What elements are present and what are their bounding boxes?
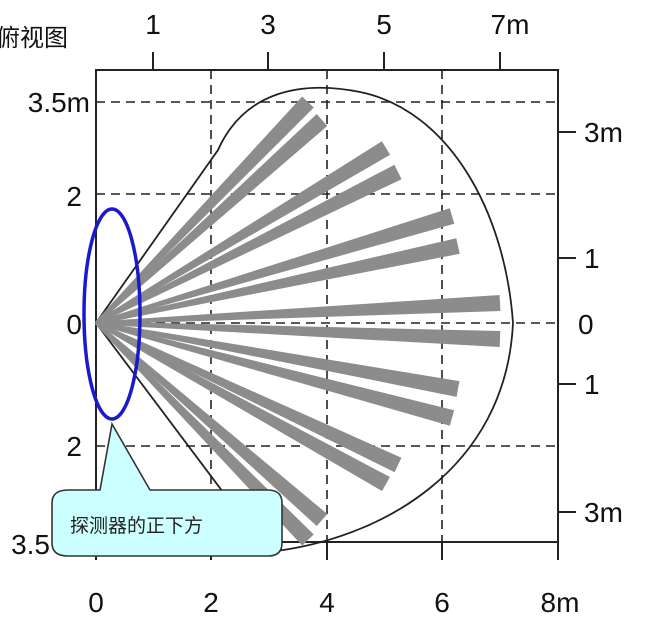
detection-beam [95, 295, 501, 325]
left-axis-label: 3.5 [11, 529, 50, 560]
bottom-axis-label: 6 [434, 587, 450, 618]
bottom-axis-label: 4 [319, 587, 335, 618]
detection-beam [95, 321, 455, 426]
right-axis-ticks [558, 131, 576, 513]
detection-beam [95, 321, 501, 347]
right-axis-label: 1 [584, 243, 600, 274]
right-axis-label: 3m [584, 117, 623, 148]
detection-beam [95, 208, 455, 325]
detection-beam [95, 141, 391, 325]
top-axis-label: 3 [260, 9, 276, 40]
detection-beam [95, 114, 328, 325]
bottom-axis-label: 0 [88, 587, 104, 618]
detection-beam [95, 321, 460, 397]
bottom-axis-label: 8m [541, 587, 580, 618]
left-axis-labels: 3.5m 2 0 2 3.5 [11, 87, 90, 560]
coverage-boundary [94, 86, 514, 553]
detection-beam [95, 321, 328, 526]
top-axis-label: 7m [491, 9, 530, 40]
detection-beam [95, 238, 460, 325]
detection-beam [95, 321, 402, 473]
left-axis-label: 2 [66, 431, 82, 462]
right-axis-label: 0 [578, 309, 594, 340]
top-axis-ticks [152, 52, 501, 70]
callout-bubble [51, 421, 283, 557]
diagram-title: 俯视图 [0, 24, 68, 52]
left-axis-label: 0 [66, 309, 82, 340]
top-axis-labels: 1 3 5 7m [145, 9, 529, 40]
callout: 探测器的正下方 [51, 421, 283, 557]
right-axis-label: 3m [584, 497, 623, 528]
bottom-axis-labels: 0 2 4 6 8m [88, 587, 579, 618]
detector-ellipse [82, 207, 142, 421]
bottom-axis-label: 2 [203, 587, 219, 618]
top-axis-label: 1 [145, 9, 161, 40]
right-axis-labels: 3m 1 0 1 3m [578, 117, 623, 528]
left-axis-label: 2 [66, 181, 82, 212]
left-axis-label: 3.5m [28, 87, 90, 118]
callout-text: 探测器的正下方 [70, 515, 203, 537]
right-axis-label: 1 [584, 369, 600, 400]
top-axis-label: 5 [376, 9, 392, 40]
detection-beam [94, 96, 314, 324]
detection-beams [94, 96, 501, 546]
detection-beam [95, 164, 402, 325]
detection-beam [95, 321, 390, 491]
